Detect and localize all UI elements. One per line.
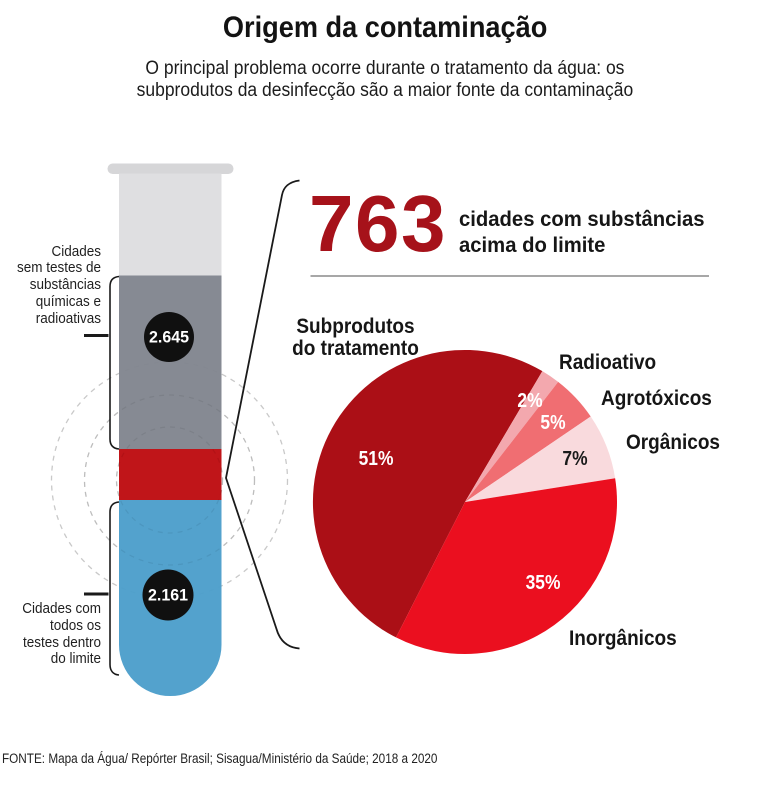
pie-pct-label-4: 7% [561, 447, 588, 470]
dashed-circles-overlay [83, 394, 256, 566]
annotation-lines [84, 179, 300, 676]
pie-slice-2 [465, 371, 559, 502]
pie-pct-label-3: 5% [540, 411, 566, 434]
badge-value-within-limit: 2.161 [148, 585, 188, 605]
tube-rim [107, 163, 234, 174]
badge-no-tests [144, 312, 194, 362]
zoom-brace [225, 179, 300, 650]
tube-label-line: todos os [49, 616, 101, 634]
highlight-caption-line-2: acima do limite [459, 234, 606, 258]
highlight-caption-line-1: cidades com substâncias [459, 207, 705, 231]
pie-label-agrotoxicos: Agrotóxicos [601, 386, 712, 410]
bracket-within-limit [109, 501, 120, 676]
page-subtitle: O principal problema ocorre durante o tr… [31, 58, 739, 103]
tube-label-line: substâncias [29, 276, 101, 294]
pie-pct-label-5: 35% [525, 571, 561, 594]
dashed-circle-outer [50, 361, 289, 599]
tube-label-line: testes dentro [22, 633, 101, 651]
tube-label-line: radioativas [35, 309, 101, 327]
tube-label-no-tests: Cidades sem testes de substâncias químic… [0, 242, 101, 328]
tube-gray-section [119, 275, 222, 449]
pie-label-inorganicos: Inorgânicos [568, 627, 677, 650]
tube-label-within-limit: Cidades com todos os testes dentro do li… [0, 600, 101, 668]
tube-label-line: do limite [50, 650, 101, 668]
subtitle-line-1: O principal problema ocorre durante o tr… [145, 57, 625, 79]
tube-label-line: sem testes de [16, 259, 101, 277]
highlight-caption: cidades com substâncias acima do limite [459, 207, 705, 261]
pie-slice-4 [465, 416, 616, 502]
subtitle-line-2: subprodutos da desinfecção são a maior f… [136, 80, 634, 101]
pie-slice-3 [465, 381, 591, 502]
tube-label-line: químicas e [35, 292, 101, 310]
pie-slice-5 [395, 478, 618, 654]
pie-label-radioativo: Radioativo [559, 350, 657, 374]
tube-empty-section [119, 173, 222, 276]
tube-label-line: Cidades com [21, 600, 101, 617]
badge-within-limit [142, 569, 194, 621]
source-note: FONTE: Mapa da Água/ Repórter Brasil; Si… [2, 751, 438, 766]
pie-chart [312, 349, 618, 654]
pie-label-subprodutos: Subprodutos do tratamento [291, 314, 419, 360]
badge-value-no-tests: 2.645 [149, 327, 189, 347]
pie-pct-label-1: 51% [358, 447, 393, 470]
pie-pct-label-2: 2% [517, 390, 543, 413]
tube-red-section [119, 449, 222, 500]
page-title: Origem da contaminação [222, 11, 548, 44]
highlight-number: 763 [309, 179, 447, 268]
tube-label-line: Cidades [50, 242, 101, 260]
bracket-no-tests [109, 275, 120, 450]
pie-label-organicos: Orgânicos [626, 431, 721, 454]
pie-slice-1 [312, 349, 543, 638]
